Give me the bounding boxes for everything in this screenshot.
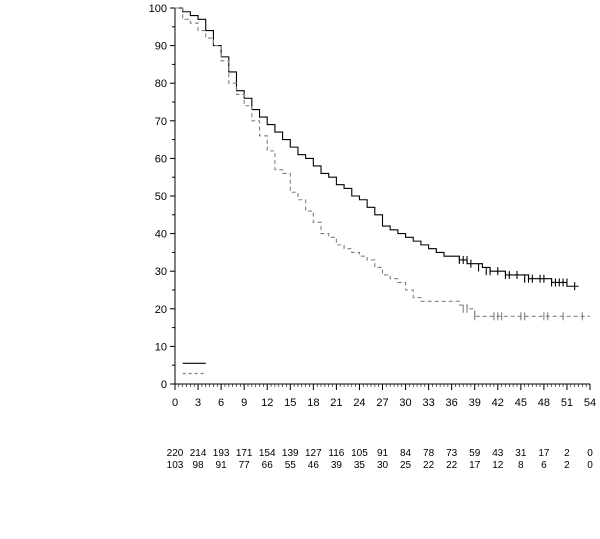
risk-table: 220 214 193 171 154 139 127 116 105 91 84 78 73 59 43 3… (167, 448, 594, 471)
legend (182, 362, 206, 375)
series-1-curve (175, 7, 579, 287)
x-tick-label: 30 (399, 397, 411, 409)
x-tick-label: 18 (307, 397, 319, 409)
x-tick-label: 33 (422, 397, 434, 409)
risk-table-cell: 0 (587, 448, 593, 459)
x-tick-label: 27 (376, 397, 388, 409)
risk-table-cell: 6 (541, 460, 547, 471)
y-axis: 0 10 20 30 40 50 60 70 80 90 100 (149, 3, 176, 391)
risk-table-cell: 17 (538, 448, 550, 459)
y-tick-label: 0 (161, 379, 167, 391)
risk-table-cell: 127 (305, 448, 322, 459)
risk-table-cell: 12 (492, 460, 504, 471)
risk-table-cell: 46 (308, 460, 320, 471)
risk-table-cell: 105 (351, 448, 368, 459)
y-tick-label: 90 (155, 41, 167, 53)
risk-table-cell: 0 (587, 460, 593, 471)
series-2-curve (175, 7, 590, 317)
risk-table-cell: 220 (167, 448, 184, 459)
series-layer (175, 7, 590, 321)
y-tick-label: 100 (149, 3, 167, 15)
risk-table-cell: 39 (331, 460, 343, 471)
risk-table-cell: 171 (236, 448, 253, 459)
x-tick-label: 54 (584, 397, 596, 409)
risk-table-cell: 91 (377, 448, 389, 459)
risk-table-cell: 73 (446, 448, 458, 459)
risk-table-cell: 154 (259, 448, 276, 459)
risk-table-cell: 103 (167, 460, 184, 471)
risk-table-cell: 91 (216, 460, 228, 471)
x-tick-label: 12 (261, 397, 273, 409)
y-tick-label: 70 (155, 116, 167, 128)
y-tick-label: 60 (155, 153, 167, 165)
risk-table-cell: 43 (492, 448, 504, 459)
risk-table-cell: 78 (423, 448, 435, 459)
y-tick-label: 80 (155, 78, 167, 90)
risk-table-cell: 17 (469, 460, 481, 471)
x-tick-label: 21 (330, 397, 342, 409)
risk-table-cell: 25 (400, 460, 412, 471)
risk-table-cell: 98 (192, 460, 204, 471)
risk-table-cell: 8 (518, 460, 524, 471)
x-tick-label: 36 (446, 397, 458, 409)
y-tick-label: 20 (155, 304, 167, 316)
risk-table-cell: 35 (354, 460, 366, 471)
risk-table-cell: 139 (282, 448, 299, 459)
risk-table-cell: 59 (469, 448, 481, 459)
risk-table-cell: 2 (564, 460, 570, 471)
risk-table-cell: 66 (262, 460, 274, 471)
y-tick-label: 50 (155, 191, 167, 203)
risk-table-cell: 116 (328, 448, 344, 459)
x-tick-label: 9 (241, 397, 247, 409)
x-tick-label: 45 (515, 397, 527, 409)
risk-table-cell: 77 (239, 460, 251, 471)
x-axis: 0 3 6 9 12 15 18 21 24 27 30 33 36 39 42 45 48 51 54 (172, 383, 596, 409)
risk-table-cell: 55 (285, 460, 297, 471)
risk-table-cell: 31 (515, 448, 527, 459)
x-tick-label: 24 (353, 397, 365, 409)
y-tick-label: 30 (155, 266, 167, 278)
risk-table-cell: 22 (446, 460, 458, 471)
x-tick-label: 51 (561, 397, 573, 409)
risk-table-cell: 22 (423, 460, 435, 471)
x-tick-label: 48 (538, 397, 550, 409)
x-tick-label: 42 (492, 397, 504, 409)
risk-table-cell: 2 (564, 448, 570, 459)
x-tick-label: 15 (284, 397, 296, 409)
x-tick-label: 39 (469, 397, 481, 409)
x-tick-label: 6 (218, 397, 224, 409)
risk-table-cell: 193 (213, 448, 230, 459)
x-tick-label: 3 (195, 397, 201, 409)
risk-table-cell: 84 (400, 448, 412, 459)
risk-table-cell: 214 (190, 448, 207, 459)
risk-table-cell: 30 (377, 460, 389, 471)
x-tick-label: 0 (172, 397, 178, 409)
y-tick-label: 40 (155, 229, 167, 241)
y-tick-label: 10 (155, 341, 167, 353)
